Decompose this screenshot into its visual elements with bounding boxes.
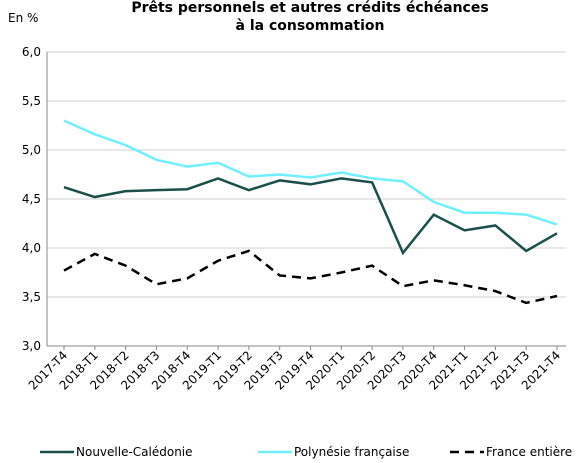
y-tick-label: 6,0 [22, 45, 41, 59]
series-line [63, 177, 558, 256]
chart-title: Prêts personnels et autres crédits échéa… [131, 0, 488, 16]
legend-label: Nouvelle-Calédonie [76, 445, 193, 459]
y-tick-label: 4,5 [22, 192, 41, 206]
y-axis-label: En % [8, 11, 38, 25]
y-tick-label: 3,0 [22, 339, 41, 353]
series-line [63, 119, 558, 226]
legend-label: France entière [486, 445, 572, 459]
series-line [63, 249, 558, 305]
legend-label: Polynésie française [294, 445, 409, 459]
y-tick-label: 4,0 [22, 241, 41, 255]
y-tick-label: 5,5 [22, 94, 41, 108]
chart-title: à la consommation [236, 18, 385, 34]
y-tick-label: 3,5 [22, 290, 41, 304]
y-tick-label: 5,0 [22, 143, 41, 157]
